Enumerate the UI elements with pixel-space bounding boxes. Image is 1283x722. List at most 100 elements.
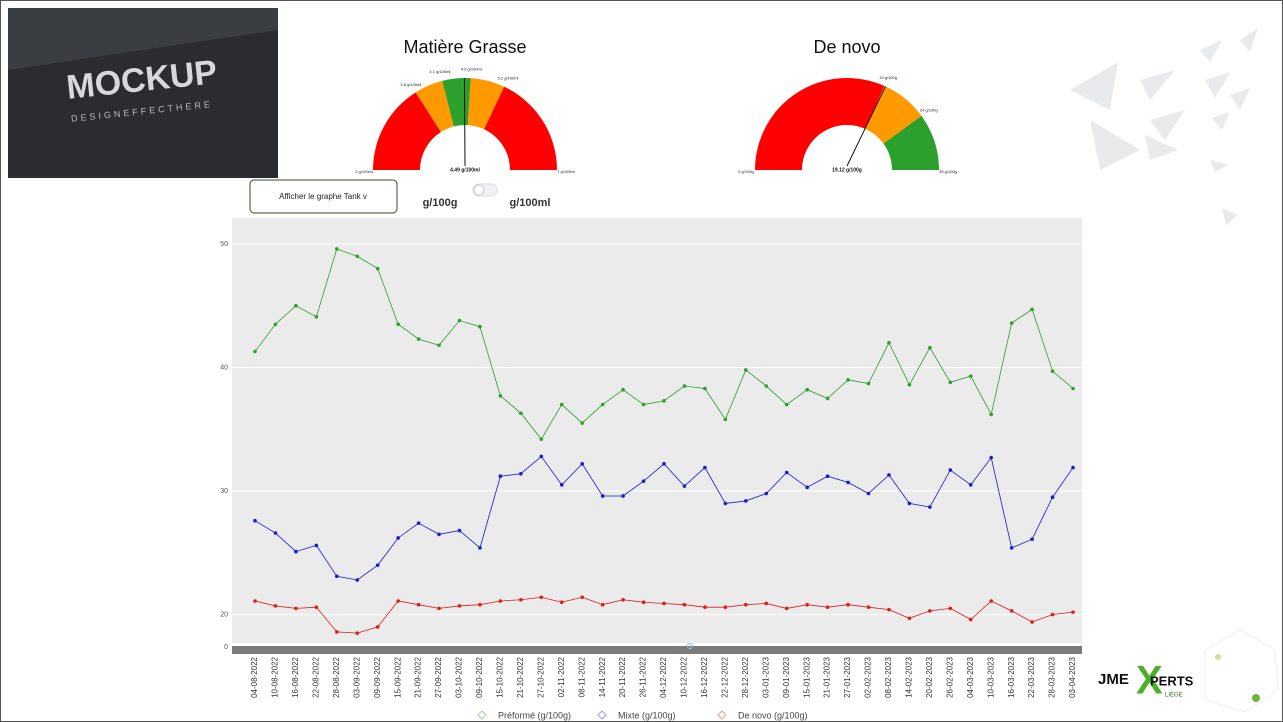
y-tick-label: 20 — [220, 611, 228, 618]
x-tick-label: 09-09-2022 — [373, 656, 382, 697]
series-point — [273, 531, 278, 535]
series-point — [682, 484, 687, 488]
series-point — [437, 343, 441, 348]
gauge-value-label: 19.12 g/100g — [832, 167, 862, 173]
brand-right: PERTS — [1150, 673, 1194, 688]
x-tick-label: 03-10-2022 — [455, 656, 464, 697]
x-tick-label: 08-02-2023 — [884, 656, 893, 697]
gauge-value-label: 4.49 g/100ml — [450, 167, 480, 173]
series-point — [478, 324, 482, 329]
x-tick-label: 10-03-2023 — [986, 656, 995, 697]
series-point — [682, 602, 687, 607]
series-point — [375, 625, 380, 629]
x-tick-label: 20-02-2023 — [925, 656, 934, 697]
x-tick-label: 09-10-2022 — [475, 656, 484, 697]
plot-panel — [232, 218, 1082, 643]
series-point — [580, 421, 584, 425]
series-point — [846, 480, 850, 485]
range-bar — [232, 646, 1082, 654]
series-point — [928, 505, 932, 509]
series-point — [580, 462, 584, 466]
series-point — [1071, 386, 1075, 391]
x-tick-label: 26-02-2023 — [945, 656, 954, 697]
series-point — [498, 394, 503, 398]
series-point — [437, 606, 441, 611]
series-point — [805, 485, 809, 490]
series-point — [784, 402, 789, 407]
series-point — [641, 600, 646, 605]
legend-marker — [477, 710, 487, 720]
x-tick-label: 04-08-2022 — [250, 656, 259, 697]
gauge-band — [373, 92, 441, 170]
x-tick-label: 09-01-2023 — [782, 656, 791, 697]
series-point — [764, 601, 769, 606]
series-point — [703, 605, 707, 609]
legend-label: Préformé (g/100g) — [498, 710, 571, 720]
series-point — [1030, 537, 1034, 542]
series-point — [355, 254, 360, 259]
toggle-knob[interactable] — [473, 184, 485, 196]
gauge-tick-label: 2 g/100ml — [355, 169, 373, 174]
gauge-tick-label: 0 g/100g — [738, 169, 754, 174]
y-tick-label: 40 — [220, 364, 228, 371]
tank-button-label[interactable]: Afficher le graphe Tank v — [279, 192, 367, 201]
x-tick-label: 15-09-2022 — [393, 656, 402, 697]
series-point — [559, 483, 564, 487]
gauge-tick-label: 5.2 g/100ml — [498, 76, 519, 81]
range-handle[interactable] — [687, 643, 693, 649]
series-point — [968, 617, 973, 622]
series-point — [928, 609, 932, 613]
series-point — [457, 528, 462, 533]
gauge-tick-label: 7 g/100ml — [557, 169, 575, 174]
series-point — [866, 491, 871, 496]
series-point — [1030, 620, 1034, 624]
legend-label: De novo (g/100g) — [738, 710, 808, 720]
x-tick-label: 15-01-2023 — [802, 656, 811, 697]
x-tick-label: 20-11-2022 — [618, 656, 627, 697]
x-tick-label: 28-12-2022 — [741, 656, 750, 697]
x-tick-label: 10-08-2022 — [271, 656, 280, 697]
series-point — [1009, 546, 1014, 550]
series-point — [989, 455, 993, 460]
series-point — [907, 382, 912, 387]
gauge-band — [755, 77, 885, 170]
series-point — [621, 494, 625, 498]
x-tick-label: 16-03-2023 — [1007, 656, 1016, 697]
series-point — [948, 380, 953, 385]
tank-button[interactable] — [249, 179, 398, 214]
x-tick-label: 04-12-2022 — [659, 656, 668, 697]
series-point — [498, 599, 503, 603]
series-point — [253, 518, 257, 523]
x-tick-label: 03-04-2023 — [1068, 656, 1077, 697]
series-point — [968, 483, 973, 487]
series-point — [559, 600, 564, 605]
x-tick-label: 21-01-2023 — [823, 656, 832, 697]
series-point — [621, 597, 625, 602]
series-point — [416, 602, 421, 607]
series-point — [641, 402, 646, 407]
gauge-band — [865, 85, 922, 144]
series-point — [907, 616, 912, 621]
series-point — [416, 521, 421, 525]
series-point — [478, 546, 482, 550]
series-point — [335, 630, 339, 634]
series-point — [1030, 307, 1034, 312]
series-point — [1050, 369, 1055, 373]
series-point — [498, 474, 503, 479]
x-tick-label: 14-11-2022 — [598, 656, 607, 697]
decor — [1070, 28, 1258, 225]
series-point — [887, 340, 891, 345]
y-zero-label: 0 — [224, 644, 228, 651]
series-point — [968, 374, 973, 378]
gauge-tick-label: 24 g/100g — [920, 108, 938, 113]
series-point — [1050, 612, 1055, 617]
x-tick-label: 16-08-2022 — [291, 656, 300, 697]
series-point — [375, 563, 380, 567]
brand-sub: LIÈGE — [1165, 692, 1183, 699]
series-point — [355, 578, 360, 582]
gauge-tick-label: 19 g/100g — [879, 75, 897, 80]
series-point — [621, 387, 625, 392]
series-point — [846, 378, 850, 382]
x-tick-label: 27-10-2022 — [536, 656, 545, 697]
series-point — [437, 532, 441, 537]
